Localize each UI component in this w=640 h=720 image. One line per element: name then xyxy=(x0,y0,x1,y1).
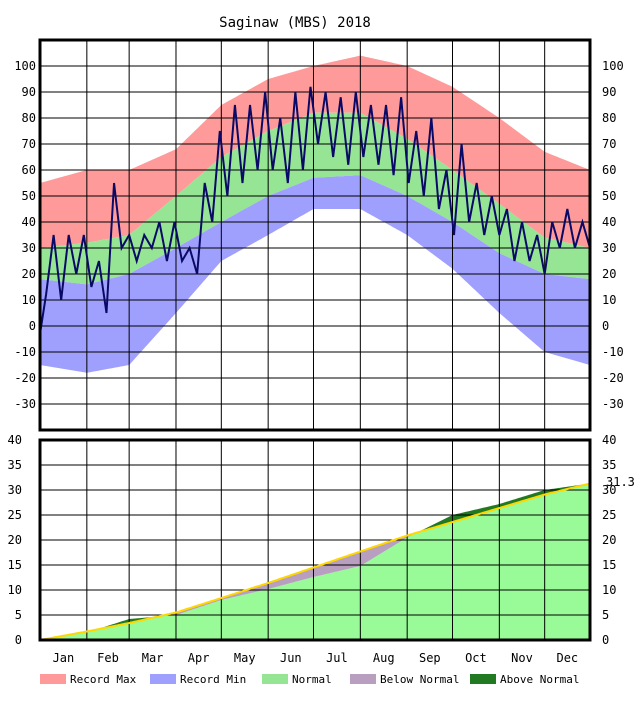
temp-tick-label-right: 50 xyxy=(602,189,616,203)
precip-tick-label-right: 0 xyxy=(602,633,609,647)
precip-normal-path xyxy=(39,482,591,641)
temp-tick-label-left: 20 xyxy=(22,267,36,281)
precip-tick-label-right: 25 xyxy=(602,508,616,522)
temp-tick-label-right: -30 xyxy=(602,397,624,411)
month-axis: Jan Feb Mar Apr May Jun Jul Aug Sep Oct Nov Dec xyxy=(53,651,579,665)
month-label: Apr xyxy=(188,651,210,665)
precipitation-total-label: 31.3 xyxy=(606,475,635,489)
precip-tick-label-right: 35 xyxy=(602,458,616,472)
month-label: Oct xyxy=(465,651,487,665)
month-label: Feb xyxy=(97,651,119,665)
precipitation-areas xyxy=(40,483,590,640)
month-label: Jul xyxy=(326,651,348,665)
temp-tick-label-right: 80 xyxy=(602,111,616,125)
precip-tick-label-left: 40 xyxy=(8,433,22,447)
legend-label: Above Normal xyxy=(500,673,579,686)
temp-tick-label-right: 40 xyxy=(602,215,616,229)
precipitation-y-ticks-left: 40 35 30 25 20 15 10 5 0 xyxy=(8,433,22,647)
temp-tick-label-left: 30 xyxy=(22,241,36,255)
temp-tick-label-left: 70 xyxy=(22,137,36,151)
precip-tick-label-left: 30 xyxy=(8,483,22,497)
month-label: Mar xyxy=(142,651,164,665)
temp-tick-label-left: -20 xyxy=(14,371,36,385)
temp-tick-label-left: 10 xyxy=(22,293,36,307)
temp-tick-label-right: 30 xyxy=(602,241,616,255)
temp-tick-label-left: 0 xyxy=(29,319,36,333)
precipitation-panel: 40 35 30 25 20 15 10 5 0 40 35 30 25 20 15 10 5 0 31.3 xyxy=(8,433,635,647)
precipitation-normal-line xyxy=(39,482,591,641)
legend: Record Max Record Min Normal Below Normal Ab… xyxy=(40,673,579,686)
temperature-grid xyxy=(40,40,590,430)
temp-tick-label-right: 20 xyxy=(602,267,616,281)
legend-swatch xyxy=(470,674,496,684)
temp-tick-label-right: 100 xyxy=(602,59,624,73)
temp-tick-label-left: 80 xyxy=(22,111,36,125)
month-label: Nov xyxy=(511,651,533,665)
month-label: Jan xyxy=(53,651,75,665)
precip-tick-label-right: 40 xyxy=(602,433,616,447)
legend-swatch xyxy=(350,674,376,684)
observed-temperature-path xyxy=(39,86,591,334)
precip-tick-label-left: 0 xyxy=(15,633,22,647)
temp-tick-label-left: 100 xyxy=(14,59,36,73)
month-label: Jun xyxy=(280,651,302,665)
temp-tick-label-right: 0 xyxy=(602,319,609,333)
legend-swatch xyxy=(262,674,288,684)
month-label: Dec xyxy=(556,651,578,665)
temp-tick-label-left: -30 xyxy=(14,397,36,411)
legend-label: Record Min xyxy=(180,673,246,686)
legend-swatch xyxy=(40,674,66,684)
legend-swatch xyxy=(150,674,176,684)
precip-tick-label-right: 20 xyxy=(602,533,616,547)
precip-tick-label-left: 5 xyxy=(15,608,22,622)
observed-temperature-line xyxy=(39,86,591,334)
precip-tick-label-left: 10 xyxy=(8,583,22,597)
precipitation-y-ticks-right: 40 35 30 25 20 15 10 5 0 xyxy=(602,433,616,647)
legend-label: Below Normal xyxy=(380,673,459,686)
precip-tick-label-right: 30 xyxy=(602,483,616,497)
precip-tick-label-right: 15 xyxy=(602,558,616,572)
temp-tick-label-right: 70 xyxy=(602,137,616,151)
precip-tick-label-left: 20 xyxy=(8,533,22,547)
temp-tick-label-left: -10 xyxy=(14,345,36,359)
precip-normal-fill xyxy=(40,483,590,640)
precip-tick-label-right: 10 xyxy=(602,583,616,597)
month-label: Aug xyxy=(373,651,395,665)
temp-tick-label-left: 40 xyxy=(22,215,36,229)
month-label: Sep xyxy=(419,651,441,665)
legend-label: Normal xyxy=(292,673,332,686)
month-label: May xyxy=(234,651,256,665)
temperature-plot-frame xyxy=(38,38,592,432)
precipitation-grid xyxy=(40,439,590,641)
temp-tick-label-right: 10 xyxy=(602,293,616,307)
legend-label: Record Max xyxy=(70,673,137,686)
chart-title: Saginaw (MBS) 2018 xyxy=(219,15,371,31)
precip-tick-label-left: 25 xyxy=(8,508,22,522)
temp-tick-label-right: -20 xyxy=(602,371,624,385)
precip-tick-label-right: 5 xyxy=(602,608,609,622)
temp-tick-label-right: 90 xyxy=(602,85,616,99)
temp-tick-label-right: 60 xyxy=(602,163,616,177)
temp-tick-label-left: 50 xyxy=(22,189,36,203)
temp-tick-label-right: -10 xyxy=(602,345,624,359)
precipitation-plot-frame xyxy=(38,438,592,642)
precip-tick-label-left: 15 xyxy=(8,558,22,572)
temp-tick-label-left: 90 xyxy=(22,85,36,99)
temp-tick-label-left: 60 xyxy=(22,163,36,177)
precip-tick-label-left: 35 xyxy=(8,458,22,472)
